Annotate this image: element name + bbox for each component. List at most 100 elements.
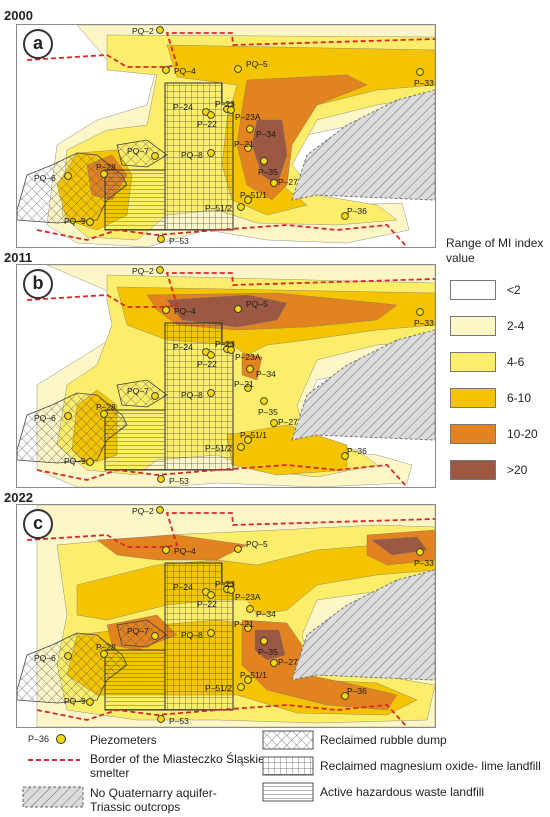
swatch-10-20 xyxy=(450,424,496,444)
legend-border-line1: Border of the Miasteczko Śląskie xyxy=(90,752,265,766)
piezometer-marker xyxy=(151,392,159,400)
piezometer-marker xyxy=(227,106,235,114)
swatch-lt2 xyxy=(450,280,496,300)
piezometer-marker xyxy=(244,624,252,632)
piezometer-label: P–22 xyxy=(197,359,217,369)
piezometer-marker xyxy=(244,144,252,152)
map-panel-a: a PQ–2 PQ–4 PQ–5 P–33 P–24 P–23 P–22 P–23A P–34 P… xyxy=(16,24,436,248)
piezometer-marker xyxy=(157,715,165,723)
piezometer-label: PQ–2 xyxy=(132,266,154,276)
piezometer-label: P–34 xyxy=(256,369,276,379)
piezometer-label: P–23 xyxy=(215,99,235,109)
rubble-dump-icon xyxy=(262,730,314,750)
panel-year: 2011 xyxy=(4,250,33,265)
piezometer-label: P–36 xyxy=(347,206,367,216)
map-panel-c: c PQ–2 PQ–4 PQ–5 P–33 P–24 P–23 P–22 P–23A P–34 P… xyxy=(16,504,436,728)
piezometer-label: PQ–7 xyxy=(127,146,149,156)
piezometer-marker xyxy=(234,65,242,73)
piezometer-marker xyxy=(246,605,254,613)
hazardous-landfill xyxy=(104,169,166,231)
piezometer-marker xyxy=(157,235,165,243)
swatch-label: >20 xyxy=(507,463,528,477)
piezometer-label: P–51/2 xyxy=(205,203,232,213)
swatch-label: <2 xyxy=(507,283,521,297)
piezometer-label: PQ–5 xyxy=(246,59,268,69)
piezometer-marker xyxy=(416,308,424,316)
piezometer-label: PQ–6 xyxy=(34,653,56,663)
outcrop-icon xyxy=(22,786,84,808)
piezometer-label: P–53 xyxy=(169,236,189,246)
piezometer-label: P–27 xyxy=(278,177,298,187)
panel-year: 2000 xyxy=(4,8,33,23)
swatch-label: 6-10 xyxy=(507,391,532,405)
piezometer-label: PQ–7 xyxy=(127,626,149,636)
legend-no-aquifer-line2: Triassic outcrops xyxy=(90,800,181,814)
piezometer-label: P–51/1 xyxy=(240,190,267,200)
piezometer-marker xyxy=(100,410,108,418)
piezometer-marker xyxy=(237,683,245,691)
piezometer-marker xyxy=(270,179,278,187)
piezometer-marker xyxy=(244,676,252,684)
piezometer-label: P–33 xyxy=(414,558,434,568)
piezometer-label: P–21 xyxy=(234,379,254,389)
piezometer-label: P–23 xyxy=(215,579,235,589)
piezometer-label: P–22 xyxy=(197,599,217,609)
piezometer-marker xyxy=(207,389,215,397)
triassic-outcrop xyxy=(291,329,435,441)
piezometer-label: PQ–4 xyxy=(174,66,196,76)
swatch-4-6 xyxy=(450,352,496,372)
piezometer-marker xyxy=(416,68,424,76)
piezometer-label: P–23A xyxy=(235,592,261,602)
piezometer-label: P–33 xyxy=(414,318,434,328)
panel-year: 2022 xyxy=(4,490,33,505)
piezometer-label: PQ–6 xyxy=(34,413,56,423)
piezometer-label: PQ–8 xyxy=(181,390,203,400)
swatch-gt20 xyxy=(450,460,496,480)
piezometer-marker xyxy=(151,152,159,160)
hazardous-landfill xyxy=(104,649,166,711)
swatch-2-4 xyxy=(450,316,496,336)
triassic-outcrop xyxy=(291,89,435,201)
piezometer-label: PQ–9 xyxy=(64,216,86,226)
smelter-border xyxy=(26,272,435,487)
piezometer-label: P–51/1 xyxy=(240,430,267,440)
piezometer-label: P–35 xyxy=(258,647,278,657)
piezometer-marker xyxy=(227,586,235,594)
piezometer-marker xyxy=(341,452,349,460)
piezometer-label: PQ–9 xyxy=(64,696,86,706)
piezometer-label: P–24 xyxy=(173,582,193,592)
piezometer-label: P–53 xyxy=(169,476,189,486)
piezometer-label: P–21 xyxy=(234,139,254,149)
piezometer-marker xyxy=(156,506,164,514)
piezometer-icon xyxy=(56,734,66,744)
piezometer-label: P–28 xyxy=(96,402,116,412)
piezometer-label: P–51/1 xyxy=(240,670,267,680)
panel-letter-badge: a xyxy=(23,29,53,59)
mgo-landfill xyxy=(164,562,234,711)
mi-contour-zone xyxy=(371,536,428,556)
piezometer-label: P–33 xyxy=(414,78,434,88)
smelter-border xyxy=(26,32,435,247)
piezometer-marker xyxy=(64,412,72,420)
legend-rubble-dump: Reclaimed rubble dump xyxy=(320,733,447,747)
piezometer-example-label: P–36 xyxy=(28,734,50,744)
legend-hazardous-landfill: Active hazardous waste landfill xyxy=(320,785,485,799)
piezometer-marker xyxy=(64,652,72,660)
piezometer-marker xyxy=(162,546,170,554)
piezometer-marker xyxy=(260,397,268,405)
piezometer-marker xyxy=(64,172,72,180)
piezometer-marker xyxy=(244,384,252,392)
piezometer-label: PQ–5 xyxy=(246,539,268,549)
piezometer-marker xyxy=(207,591,215,599)
piezometer-marker xyxy=(157,475,165,483)
piezometer-marker xyxy=(270,659,278,667)
piezometer-marker xyxy=(156,266,164,274)
piezometer-marker xyxy=(151,632,159,640)
mgo-landfill xyxy=(164,322,234,471)
piezometer-marker xyxy=(86,698,94,706)
hazardous-landfill-icon xyxy=(262,782,314,802)
piezometer-label: P–27 xyxy=(278,657,298,667)
piezometer-marker xyxy=(234,305,242,313)
legend-no-aquifer-line1: No Quaternarry aquifer- xyxy=(90,786,217,800)
piezometer-marker xyxy=(237,443,245,451)
